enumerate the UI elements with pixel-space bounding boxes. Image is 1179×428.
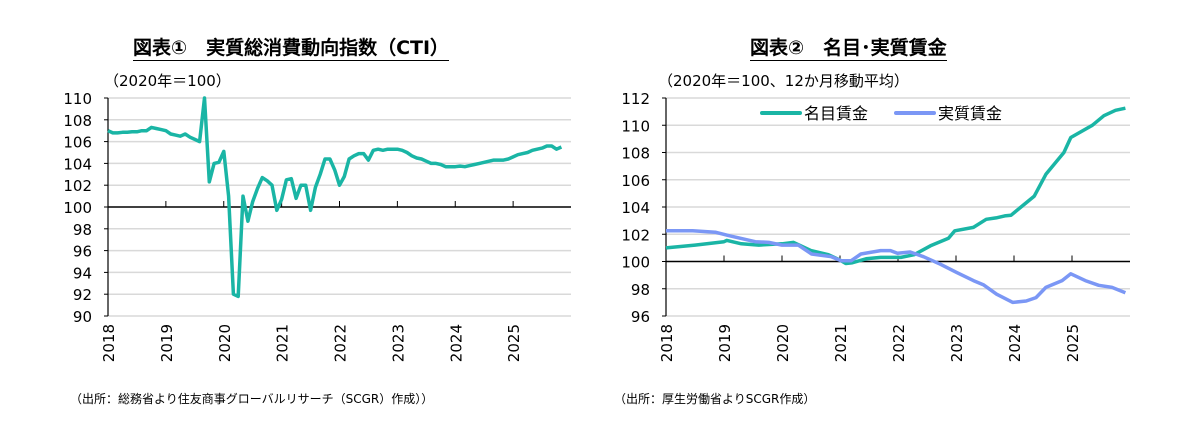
x-tick-label: 2024 [1006, 324, 1024, 362]
x-tick-label: 2020 [774, 324, 792, 362]
chart1-source-note: （出所：総務省より住友商事グローバルリサーチ（SCGR）作成）） [70, 392, 434, 406]
x-tick-label: 2021 [274, 324, 292, 362]
chart1-title: 図表① 実質総消費動向指数（CTI） [133, 37, 450, 61]
chart2-source-note: （出所：厚生労働省よりSCGR作成） [614, 392, 816, 406]
y-tick-label: 94 [73, 264, 92, 282]
x-tick-label: 2023 [948, 324, 966, 362]
series-line-2 [666, 229, 1127, 305]
y-tick-label: 100 [621, 254, 650, 272]
y-tick-label: 104 [63, 155, 92, 173]
series-line-1 [665, 106, 1126, 266]
x-tick-label: 2019 [158, 324, 176, 362]
x-tick-label: 2020 [216, 324, 234, 362]
chart2-subtitle: （2020年＝100、12か月移動平均） [658, 72, 909, 90]
y-tick-label: 104 [621, 199, 650, 217]
x-tick-label: 2018 [658, 324, 676, 362]
y-tick-label: 106 [63, 134, 92, 152]
x-tick-label: 2025 [1064, 324, 1082, 362]
y-tick-label: 102 [63, 177, 92, 195]
y-tick-label: 108 [621, 145, 650, 163]
legend-label: 名目賃金 [804, 104, 868, 123]
chart2-title: 図表② 名目･実質賃金 [750, 37, 947, 61]
x-tick-label: 2022 [890, 324, 908, 362]
chart-2: 96 98 100 102 104 106 108 110 112 2018 2019 2020 202… [621, 90, 1130, 362]
y-tick-label: 98 [631, 281, 650, 299]
x-tick-label: 2024 [447, 324, 465, 362]
x-tick-label: 2021 [832, 324, 850, 362]
y-tick-label: 96 [631, 308, 650, 326]
x-tick-label: 2019 [716, 324, 734, 362]
chart1-subtitle: （2020年＝100） [104, 72, 231, 90]
x-tick-label: 2025 [505, 324, 523, 362]
chart-1: 90 92 94 96 98 100 102 104 106 108 110 2018 2019 2020… [63, 90, 571, 362]
y-tick-label: 102 [621, 226, 650, 244]
y-tick-label: 100 [63, 199, 92, 217]
y-tick-label: 98 [73, 221, 92, 239]
x-tick-label: 2018 [100, 324, 118, 362]
y-tick-label: 110 [63, 90, 92, 108]
y-tick-label: 110 [621, 117, 650, 135]
series-line-1 [107, 96, 563, 299]
x-tick-label: 2023 [389, 324, 407, 362]
x-tick-label: 2022 [332, 324, 350, 362]
y-tick-label: 112 [621, 90, 650, 108]
y-tick-label: 96 [73, 243, 92, 261]
y-tick-label: 108 [63, 112, 92, 130]
y-tick-label: 106 [621, 172, 650, 190]
y-tick-label: 92 [73, 286, 92, 304]
legend-label: 実質賃金 [938, 104, 1002, 123]
y-tick-label: 90 [73, 308, 92, 326]
